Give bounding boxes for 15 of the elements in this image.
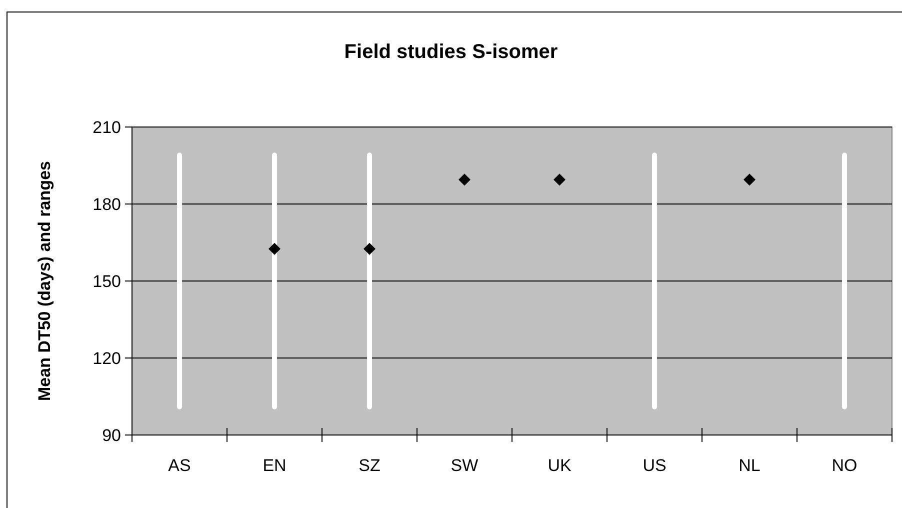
x-tick-label: NL [738,456,760,475]
chart-title: Field studies S-isomer [344,41,558,63]
y-tick-label: 210 [92,118,121,137]
x-tick-label: UK [548,456,572,475]
y-tick-label: 90 [102,426,121,445]
x-tick-label: SZ [358,456,380,475]
y-tick-label: 180 [92,194,121,214]
x-tick-label: SW [450,456,478,475]
y-tick-label: 150 [92,272,121,291]
y-axis-title: Mean DT50 (days) and ranges [35,161,54,401]
y-tick-label: 120 [92,348,121,368]
x-tick-label: US [642,456,666,475]
x-tick-label: AS [168,456,191,475]
x-tick-label: NO [832,456,858,475]
x-tick-label: EN [262,456,286,475]
